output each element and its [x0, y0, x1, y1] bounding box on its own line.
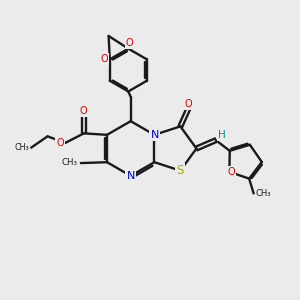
Text: O: O	[56, 138, 64, 148]
Text: H: H	[218, 130, 226, 140]
Text: O: O	[100, 54, 108, 64]
Text: O: O	[80, 106, 87, 116]
Text: O: O	[227, 167, 235, 177]
Text: CH₃: CH₃	[14, 142, 29, 152]
Text: N: N	[151, 130, 159, 140]
Text: O: O	[126, 38, 134, 48]
Text: CH₃: CH₃	[255, 189, 271, 198]
Text: CH₃: CH₃	[61, 158, 77, 167]
Text: S: S	[177, 164, 184, 177]
Text: N: N	[127, 171, 135, 181]
Text: O: O	[185, 99, 193, 109]
